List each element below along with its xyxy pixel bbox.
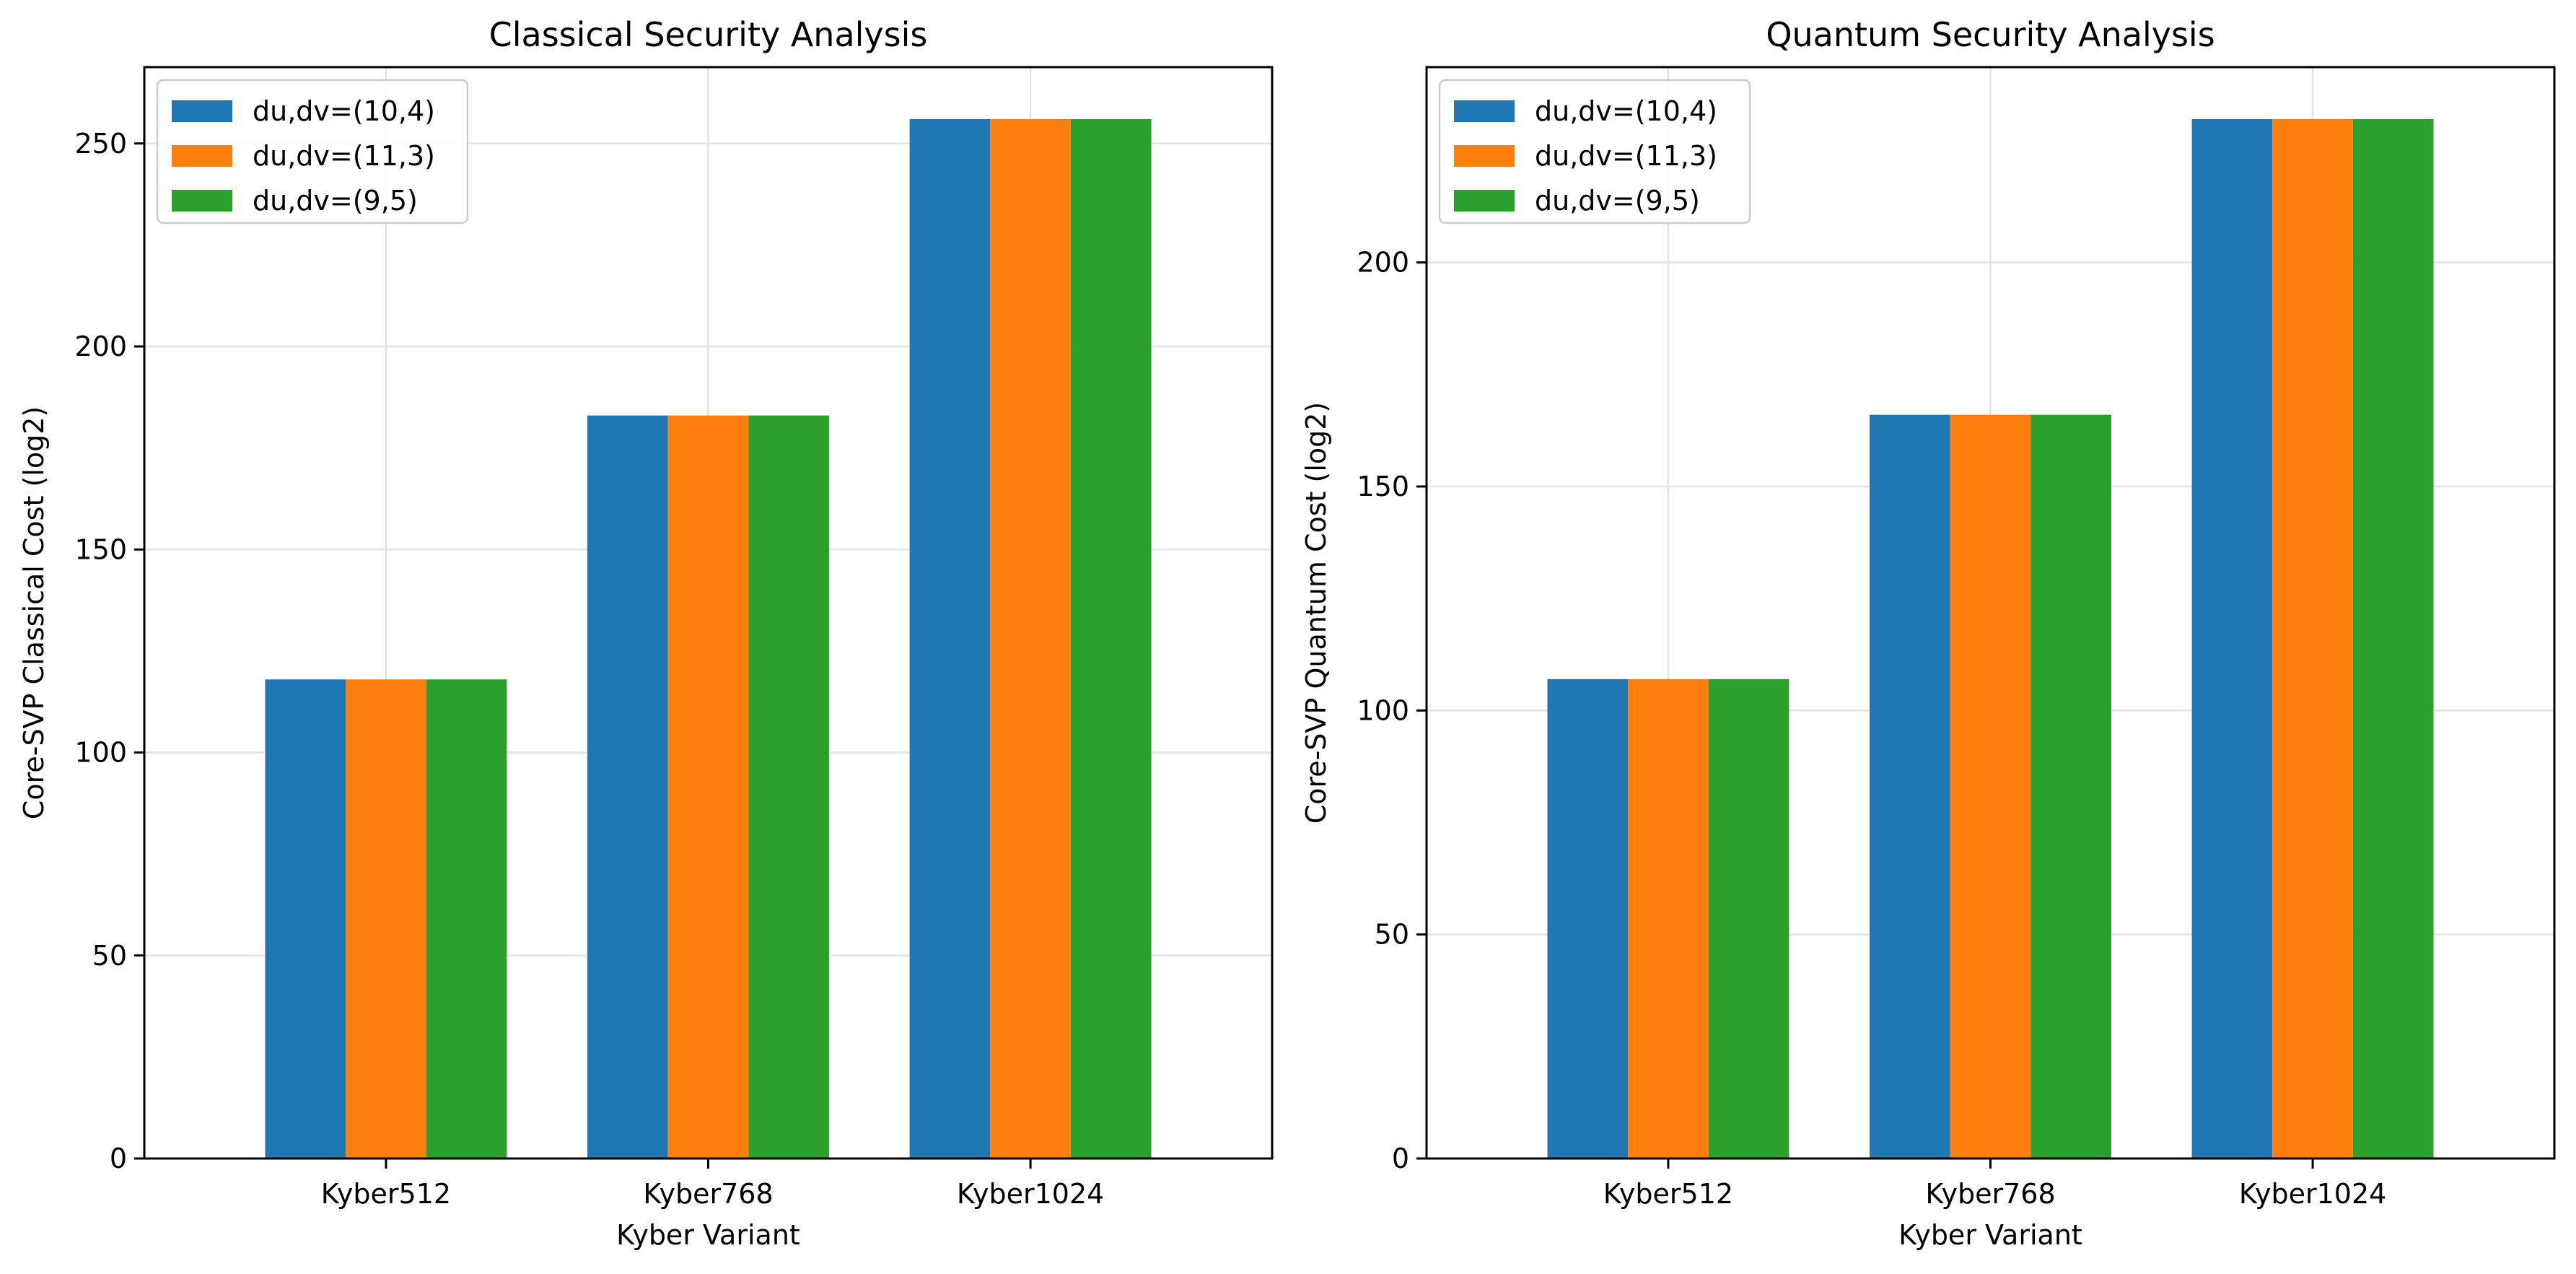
legend-swatch xyxy=(172,145,232,167)
bar-kyber1024-series-2 xyxy=(1070,119,1152,1159)
bar-kyber1024-series-1 xyxy=(990,119,1071,1159)
bar-kyber512-series-2 xyxy=(426,679,507,1159)
bar-kyber768-series-1 xyxy=(667,415,749,1159)
x-ticks: Kyber512 Kyber768 Kyber1024 xyxy=(321,1159,1104,1210)
legend-label: du,dv=(10,4) xyxy=(253,95,435,127)
x-tick-label: Kyber512 xyxy=(321,1178,451,1210)
legend: du,dv=(10,4) du,dv=(11,3) du,dv=(9,5) xyxy=(1438,79,1751,224)
y-axis-label: Core-SVP Quantum Cost (log2) xyxy=(1300,402,1332,824)
x-tick-label: Kyber1024 xyxy=(2239,1178,2386,1210)
x-tick-label: Kyber768 xyxy=(643,1178,773,1210)
bar-kyber1024-series-0 xyxy=(909,119,991,1159)
legend-box xyxy=(1438,79,1751,224)
legend-swatch xyxy=(1454,145,1515,167)
y-ticks: 0 50 100 150 200 xyxy=(1357,247,1427,1174)
chart-title: Quantum Security Analysis xyxy=(1766,15,2214,54)
legend-label: du,dv=(9,5) xyxy=(1535,185,1700,217)
x-tick-label: Kyber768 xyxy=(1925,1178,2055,1210)
x-ticks: Kyber512 Kyber768 Kyber1024 xyxy=(1603,1159,2386,1210)
y-ticks: 0 50 100 150 200 250 xyxy=(74,128,144,1174)
legend: du,dv=(10,4) du,dv=(11,3) du,dv=(9,5) xyxy=(156,79,469,224)
y-tick-label: 0 xyxy=(110,1143,127,1174)
bar-kyber512-series-0 xyxy=(1547,679,1629,1159)
y-tick-label: 150 xyxy=(74,533,127,565)
legend-label: du,dv=(10,4) xyxy=(1535,95,1717,127)
bar-kyber512-series-1 xyxy=(346,679,426,1159)
y-tick-label: 150 xyxy=(1357,471,1409,502)
legend-swatch xyxy=(172,100,232,122)
bar-kyber1024-series-2 xyxy=(2352,119,2434,1159)
bar-kyber768-series-1 xyxy=(1950,414,2031,1159)
chart-title: Classical Security Analysis xyxy=(489,15,928,54)
x-tick-label: Kyber1024 xyxy=(957,1178,1104,1210)
bar-kyber768-series-0 xyxy=(1870,414,1950,1159)
bar-kyber512-series-0 xyxy=(265,679,346,1159)
legend-box xyxy=(156,79,469,224)
legend-label: du,dv=(11,3) xyxy=(1535,140,1717,172)
bar-kyber512-series-1 xyxy=(1628,679,1709,1159)
y-tick-label: 100 xyxy=(1357,694,1409,726)
bar-kyber768-series-0 xyxy=(587,415,668,1159)
legend-swatch xyxy=(1454,190,1515,211)
y-tick-label: 250 xyxy=(74,128,127,160)
legend-swatch xyxy=(172,190,232,211)
y-tick-label: 200 xyxy=(1357,247,1409,279)
legend-label: du,dv=(11,3) xyxy=(253,140,435,172)
legend-label: du,dv=(9,5) xyxy=(253,185,418,217)
bars-group xyxy=(1547,119,2434,1159)
y-tick-label: 50 xyxy=(92,940,127,972)
classical-chart-panel: Classical Security Analysis 0 50 100 150 200… xyxy=(18,15,1274,1251)
y-tick-label: 50 xyxy=(1375,919,1409,951)
bars-group xyxy=(265,119,1152,1159)
bar-kyber1024-series-1 xyxy=(2272,119,2353,1159)
bar-kyber1024-series-0 xyxy=(2191,119,2273,1159)
x-tick-label: Kyber512 xyxy=(1603,1178,1733,1210)
bar-kyber512-series-2 xyxy=(1708,679,1789,1159)
y-tick-label: 0 xyxy=(1392,1143,1409,1174)
bar-kyber768-series-2 xyxy=(2030,414,2111,1159)
x-axis-label: Kyber Variant xyxy=(616,1219,800,1251)
x-axis-label: Kyber Variant xyxy=(1898,1219,2082,1251)
y-tick-label: 200 xyxy=(74,331,127,362)
legend-swatch xyxy=(1454,100,1515,122)
bar-kyber768-series-2 xyxy=(748,415,829,1159)
y-tick-label: 100 xyxy=(74,737,127,769)
y-axis-label: Core-SVP Classical Cost (log2) xyxy=(18,406,50,819)
quantum-chart-panel: Quantum Security Analysis 0 50 100 150 200 K… xyxy=(1300,15,2556,1251)
